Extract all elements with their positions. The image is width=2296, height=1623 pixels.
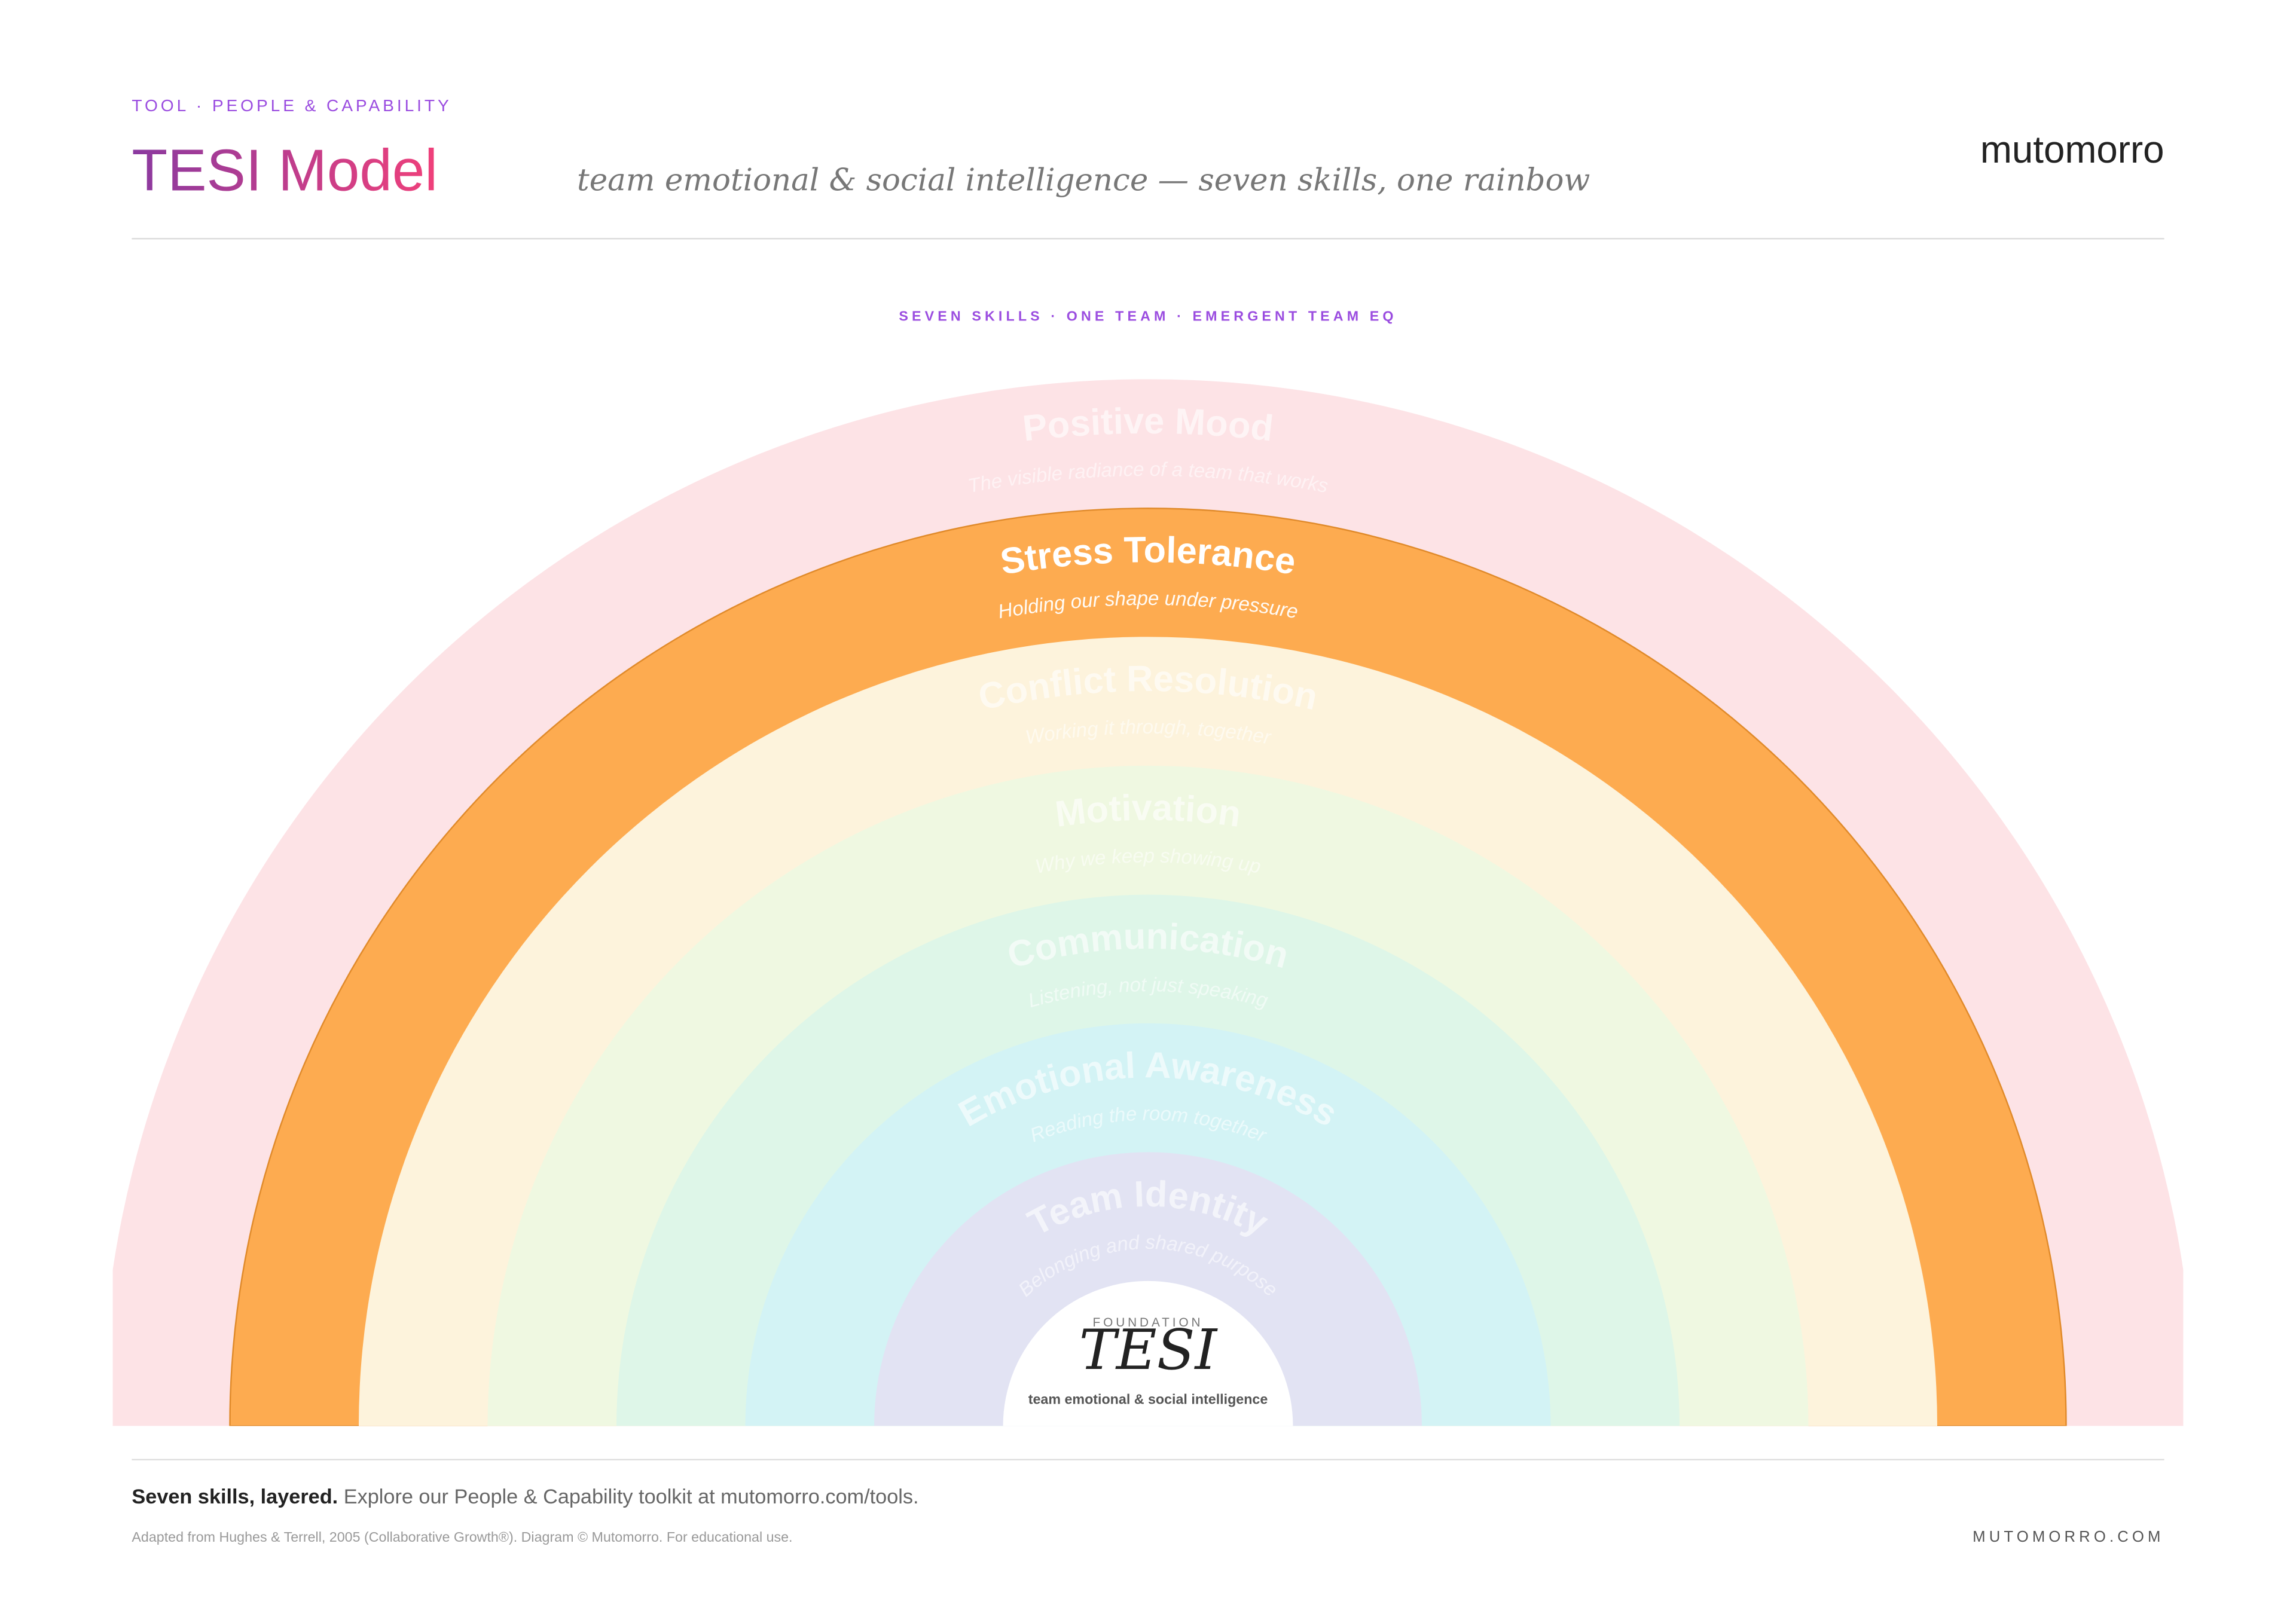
- footer-site: MUTOMORRO.COM: [1973, 1529, 2164, 1545]
- footer-note: Seven skills, layered. Explore our Peopl…: [132, 1486, 918, 1508]
- diagram-caption: SEVEN SKILLS · ONE TEAM · EMERGENT TEAM …: [899, 308, 1397, 323]
- center-disc: [1003, 1280, 1293, 1426]
- center-subtitle: team emotional & social intelligence: [1028, 1392, 1268, 1407]
- eyebrow: TOOL · PEOPLE & CAPABILITY: [132, 96, 451, 115]
- footer-credit: Adapted from Hughes & Terrell, 2005 (Col…: [132, 1529, 792, 1545]
- layer-name-path: Positive Mood: [1021, 401, 1275, 449]
- title: TESI Model: [132, 137, 438, 203]
- subtitle: team emotional & social intelligence — s…: [577, 162, 1590, 198]
- layer-name: Positive Mood: [1021, 401, 1275, 449]
- brand: mutomorro: [1980, 129, 2164, 171]
- center-title: TESI: [1079, 1318, 1219, 1382]
- center-kicker: FOUNDATION: [1093, 1316, 1204, 1329]
- footer-text: Explore our People & Capability toolkit …: [344, 1486, 919, 1508]
- footer-lead: Seven skills, layered.: [132, 1486, 338, 1508]
- layer-name: Motivation: [1053, 787, 1244, 835]
- layer-name-path: Motivation: [1053, 787, 1244, 835]
